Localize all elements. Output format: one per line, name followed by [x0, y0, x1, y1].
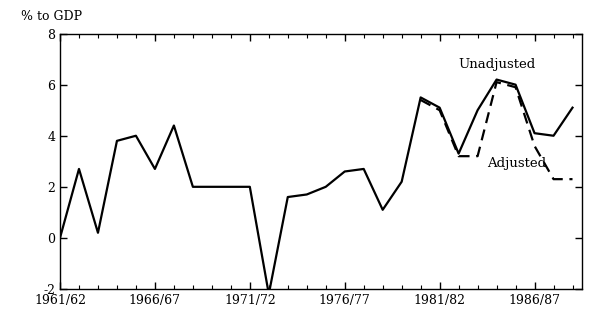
- Text: Adjusted: Adjusted: [487, 157, 546, 170]
- Text: % to GDP: % to GDP: [21, 10, 82, 24]
- Text: Unadjusted: Unadjusted: [458, 58, 536, 71]
